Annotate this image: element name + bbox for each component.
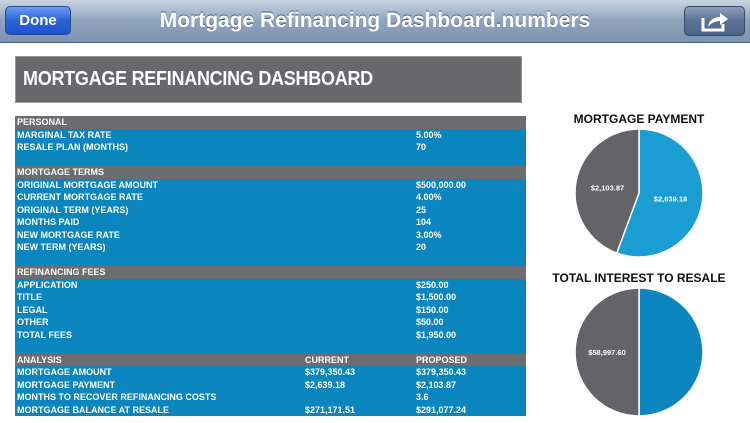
row-label: TOTAL FEES: [17, 329, 73, 340]
table-row[interactable]: [15, 153, 526, 166]
proposed-value: 5.00%: [416, 129, 442, 140]
row-label: ANALYSIS: [17, 354, 62, 365]
row-label: MARGINAL TAX RATE: [17, 129, 112, 140]
row-label: CURRENT MORTGAGE RATE: [17, 192, 143, 202]
table-row[interactable]: MORTGAGE AMOUNT $379,350.43 $379,350.43: [15, 366, 526, 379]
table-row[interactable]: TOTAL FEES $1,950.00: [15, 328, 526, 341]
table-row[interactable]: MARGINAL TAX RATE 5.00%: [15, 128, 526, 141]
proposed-value: $500,000.00: [416, 179, 467, 190]
row-label: MORTGAGE BALANCE AT RESALE: [17, 404, 169, 415]
row-label: REFINANCING FEES: [17, 267, 106, 277]
row-label: MORTGAGE TERMS: [17, 167, 104, 177]
table-row[interactable]: MORTGAGE PAYMENT $2,639.18 $2,103.87: [15, 378, 526, 391]
proposed-value: $50.00: [416, 317, 444, 327]
pie-data-label: $2,639.18: [654, 195, 687, 204]
pie-title-total-interest: TOTAL INTEREST TO RESALE: [552, 271, 726, 285]
dashboard-banner: MORTGAGE REFINANCING DASHBOARD: [15, 56, 522, 103]
row-label: MONTHS PAID: [17, 217, 80, 227]
row-label: MORTGAGE PAYMENT: [17, 379, 116, 390]
row-label: NEW MORTGAGE RATE: [17, 229, 120, 240]
document-title: Mortgage Refinancing Dashboard.numbers: [159, 9, 591, 32]
table-row[interactable]: MONTHS TO RECOVER REFINANCING COSTS 3.6: [15, 391, 526, 404]
row-label: PERSONAL: [17, 117, 68, 127]
row-label: LEGAL: [17, 304, 48, 315]
data-table: PERSONAL MARGINAL TAX RATE 5.00% RESALE PLA…: [15, 116, 526, 416]
proposed-value: 70: [416, 142, 427, 152]
share-icon: [701, 13, 728, 32]
table-row[interactable]: [15, 341, 526, 354]
pie-data-label: $2,103.87: [591, 183, 624, 192]
table-row[interactable]: OTHER $50.00: [15, 316, 526, 329]
proposed-value: PROPOSED: [416, 354, 468, 365]
section-header-row[interactable]: REFINANCING FEES: [15, 266, 526, 279]
table-row[interactable]: RESALE PLAN (MONTHS) 70: [15, 141, 526, 154]
proposed-value: $2,103.87: [416, 379, 457, 390]
table-row[interactable]: NEW TERM (YEARS) 20: [15, 241, 526, 254]
pie-slice[interactable]: [574, 287, 640, 417]
row-label: NEW TERM (YEARS): [17, 242, 106, 252]
table-row[interactable]: MONTHS PAID 104: [15, 216, 526, 229]
table-row[interactable]: CURRENT MORTGAGE RATE 4.00%: [15, 191, 526, 204]
row-label: TITLE: [17, 292, 42, 302]
proposed-value: $250.00: [416, 279, 449, 290]
table-row[interactable]: LEGAL $150.00: [15, 303, 526, 316]
table-row[interactable]: TITLE $1,500.00: [15, 291, 526, 304]
section-header-row[interactable]: MORTGAGE TERMS: [15, 166, 526, 179]
table-row[interactable]: MORTGAGE BALANCE AT RESALE $271,171.51 $29…: [15, 403, 526, 416]
row-label: APPLICATION: [17, 279, 78, 290]
share-button[interactable]: [684, 6, 745, 36]
pie-slice[interactable]: [574, 128, 640, 254]
table-row[interactable]: APPLICATION $250.00: [15, 278, 526, 291]
pie-slice[interactable]: [638, 287, 704, 417]
current-value: $2,639.18: [305, 379, 346, 390]
proposed-value: 4.00%: [416, 192, 442, 202]
dashboard-title: MORTGAGE REFINANCING DASHBOARD: [23, 68, 373, 90]
pie-data-label: $58,997.60: [588, 348, 626, 357]
proposed-value: 20: [416, 242, 427, 252]
row-label: ORIGINAL MORTGAGE AMOUNT: [17, 179, 158, 190]
proposed-value: 3.6: [416, 392, 429, 402]
row-label: OTHER: [17, 317, 49, 327]
table-row[interactable]: [15, 253, 526, 266]
row-label: ORIGINAL TERM (YEARS): [17, 204, 129, 215]
pie-charts: $2,639.18 $2,103.87 $58,997.60: [574, 128, 704, 417]
table-row[interactable]: ORIGINAL TERM (YEARS) 25: [15, 203, 526, 216]
table-row[interactable]: ORIGINAL MORTGAGE AMOUNT $500,000.00: [15, 178, 526, 191]
table-row[interactable]: NEW MORTGAGE RATE 3.00%: [15, 228, 526, 241]
proposed-value: $291,077.24: [416, 404, 467, 415]
pie-slice[interactable]: [615, 128, 704, 258]
done-button[interactable]: Done: [5, 6, 71, 35]
row-label: RESALE PLAN (MONTHS): [17, 142, 128, 152]
proposed-value: $1,950.00: [416, 329, 457, 340]
section-header-row[interactable]: ANALYSIS CURRENT PROPOSED: [15, 353, 526, 366]
proposed-value: 104: [416, 217, 432, 227]
row-label: MORTGAGE AMOUNT: [17, 367, 112, 377]
proposed-value: 3.00%: [416, 229, 442, 240]
proposed-value: $150.00: [416, 304, 449, 315]
proposed-value: $1,500.00: [416, 292, 457, 302]
section-header-row[interactable]: PERSONAL: [15, 116, 526, 129]
current-value: $379,350.43: [305, 367, 356, 377]
current-value: CURRENT: [305, 354, 349, 365]
proposed-value: 25: [416, 204, 427, 215]
pie-title-mortgage-payment: MORTGAGE PAYMENT: [573, 112, 705, 126]
navigation-bar: Mortgage Refinancing Dashboard.numbers D…: [0, 0, 750, 43]
current-value: $271,171.51: [305, 404, 356, 415]
proposed-value: $379,350.43: [416, 367, 467, 377]
row-label: MONTHS TO RECOVER REFINANCING COSTS: [17, 392, 217, 402]
